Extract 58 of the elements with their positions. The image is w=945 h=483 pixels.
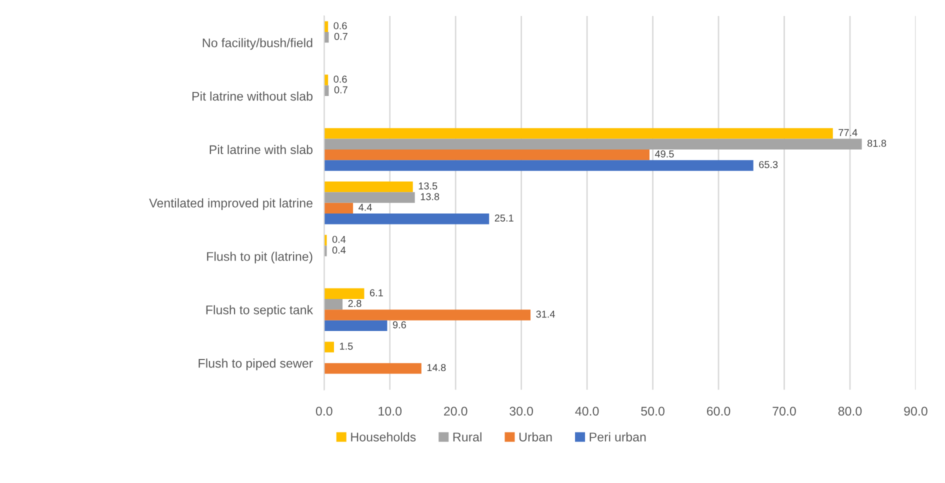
- data-label: 6.1: [370, 289, 383, 296]
- data-label: 2.8: [348, 300, 362, 308]
- x-tick-label: 50.0: [641, 406, 664, 416]
- bar: [324, 202, 354, 214]
- x-tick-label: 20.0: [444, 406, 468, 416]
- x-tick-label: 30.0: [510, 406, 533, 416]
- data-label: 81.8: [868, 140, 886, 147]
- x-tick-label: 40.0: [575, 406, 599, 416]
- bar: [324, 160, 754, 171]
- y-tick-label: Pit latrine without slab: [192, 92, 313, 101]
- bar: [324, 138, 862, 150]
- y-tick-label: Flush to septic tank: [206, 305, 314, 317]
- data-label: 9.6: [392, 321, 406, 328]
- bar: [324, 246, 327, 256]
- bar: [324, 363, 422, 374]
- data-label: 0.7: [334, 86, 348, 94]
- y-tick-label: Ventilated improved pit latrine: [149, 198, 312, 210]
- data-label: 77.4: [838, 129, 858, 136]
- bar: [324, 149, 650, 160]
- y-tick-label: Flush to piped sewer: [198, 358, 313, 370]
- bar: [324, 234, 327, 246]
- bar: [324, 320, 388, 332]
- x-tick-label: 60.0: [706, 406, 730, 416]
- data-label: 4.4: [358, 204, 372, 211]
- data-label: 14.8: [427, 364, 446, 372]
- bar: [324, 192, 415, 203]
- data-label: 0.7: [334, 32, 348, 40]
- data-label: 0.6: [334, 76, 347, 83]
- data-label: 65.3: [759, 161, 778, 168]
- y-tick-label: Flush to pit (latrine): [207, 252, 312, 264]
- bar: [324, 298, 343, 310]
- bar: [324, 342, 334, 352]
- bar: [324, 128, 833, 139]
- data-label: 0.6: [334, 22, 347, 30]
- legend-label: Urban: [519, 432, 552, 442]
- data-label: 13.5: [418, 182, 438, 190]
- data-label: 1.5: [340, 342, 353, 350]
- x-tick-label: 10.0: [378, 406, 402, 416]
- y-tick-label: Pit latrine with slab: [210, 144, 313, 154]
- y-tick-label: No facility/bush/field: [202, 38, 312, 50]
- bar: [324, 214, 490, 224]
- bar: [324, 310, 531, 320]
- data-label: 0.4: [332, 246, 346, 254]
- x-tick-label: 90.0: [904, 406, 928, 416]
- legend-label: Rural: [453, 432, 482, 442]
- data-label: 13.8: [420, 193, 440, 200]
- bar: [324, 182, 413, 192]
- bar: [324, 74, 328, 86]
- legend-label: Households: [351, 432, 416, 442]
- data-label: 25.1: [494, 214, 514, 222]
- bar: [324, 288, 364, 299]
- x-tick-label: 80.0: [838, 406, 862, 416]
- x-tick-label: 70.0: [772, 406, 796, 416]
- x-tick-label: 0.0: [316, 406, 332, 416]
- legend-label: Peri urban: [590, 432, 646, 442]
- data-label: 0.4: [332, 236, 346, 243]
- data-label: 31.4: [536, 310, 555, 318]
- data-label: 49.5: [654, 150, 674, 158]
